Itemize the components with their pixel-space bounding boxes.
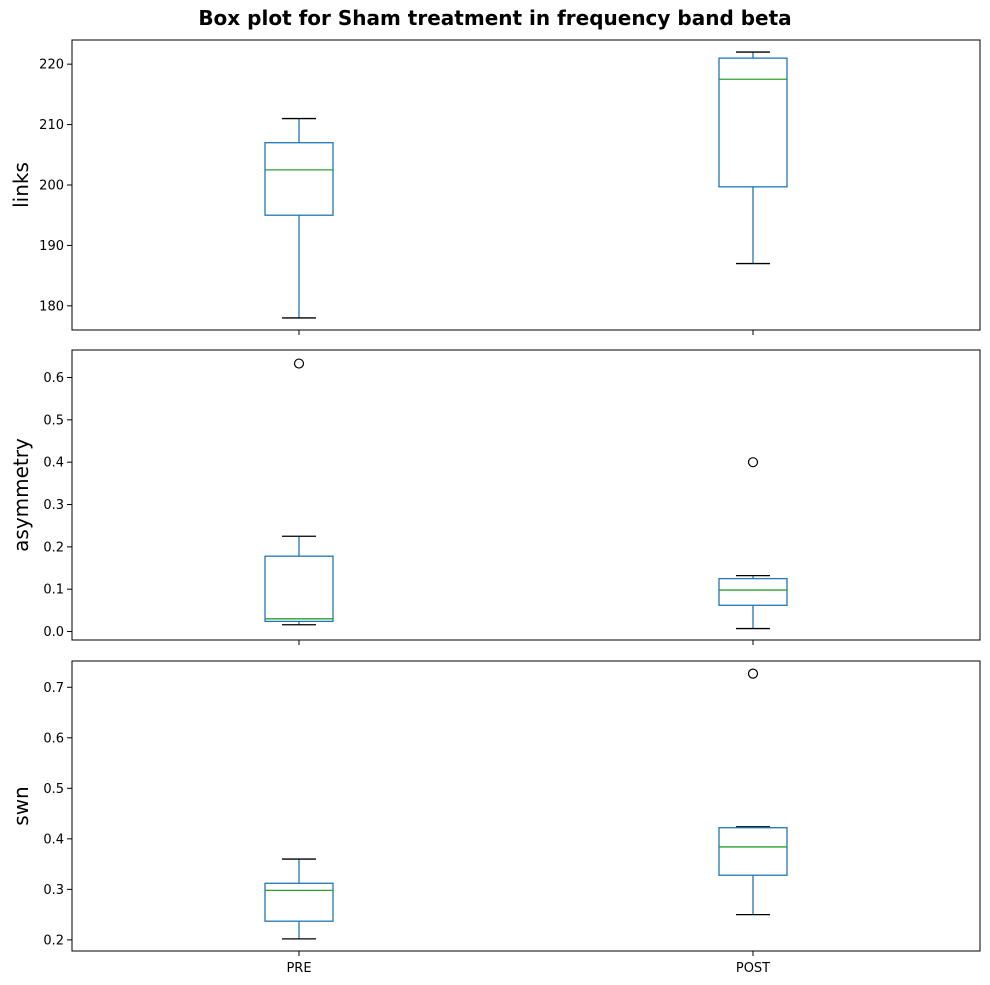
y-axis-label: asymmetry bbox=[9, 438, 33, 552]
y-tick-label: 210 bbox=[39, 118, 64, 133]
x-tick-label: PRE bbox=[286, 961, 311, 976]
panel-links: 180 190 200 210 220 links bbox=[9, 39, 981, 335]
y-tick-label: 0.1 bbox=[43, 583, 64, 598]
y-tick-label: 190 bbox=[39, 239, 64, 254]
x-tick-label: POST bbox=[736, 961, 770, 976]
y-tick-label: 0.4 bbox=[43, 456, 64, 471]
y-tick-label: 0.0 bbox=[43, 625, 64, 640]
y-tick-label: 0.3 bbox=[43, 883, 64, 898]
y-tick-label: 200 bbox=[39, 179, 64, 194]
box-post bbox=[718, 668, 788, 916]
outlier-point bbox=[293, 358, 305, 369]
iqr-box bbox=[264, 142, 334, 216]
box-pre bbox=[264, 358, 334, 626]
y-tick-label: 0.2 bbox=[43, 933, 64, 948]
panel-asymmetry: 0.0 0.1 0.2 0.3 0.4 0.5 0.6 asymmetry bbox=[9, 349, 981, 645]
y-tick-label: 0.6 bbox=[43, 371, 64, 386]
box-post bbox=[718, 457, 788, 630]
outlier-point bbox=[747, 668, 759, 679]
y-tick-label: 0.2 bbox=[43, 540, 64, 555]
iqr-box bbox=[264, 882, 334, 922]
iqr-box bbox=[718, 827, 788, 876]
axes-frame bbox=[71, 349, 981, 641]
y-tick-label: 0.7 bbox=[43, 681, 64, 696]
y-tick-label: 0.5 bbox=[43, 413, 64, 428]
y-tick-label: 180 bbox=[39, 299, 64, 314]
box-pre bbox=[264, 117, 334, 319]
y-tick-label: 0.6 bbox=[43, 731, 64, 746]
iqr-box bbox=[264, 555, 334, 623]
axes-frame bbox=[71, 39, 981, 331]
y-axis-label: links bbox=[9, 162, 33, 208]
y-axis-label: swn bbox=[9, 786, 33, 825]
y-tick-label: 220 bbox=[39, 58, 64, 73]
box-post bbox=[718, 51, 788, 265]
y-tick-label: 0.5 bbox=[43, 782, 64, 797]
iqr-box bbox=[718, 57, 788, 188]
box-pre bbox=[264, 858, 334, 940]
axes-frame bbox=[71, 660, 981, 952]
y-tick-label: 0.3 bbox=[43, 498, 64, 513]
y-tick-label: 0.4 bbox=[43, 832, 64, 847]
iqr-box bbox=[718, 577, 788, 606]
chart-title: Box plot for Sham treatment in frequency… bbox=[198, 6, 792, 30]
panel-swn: 0.2 0.3 0.4 0.5 0.6 0.7 swn PRE POST bbox=[9, 660, 981, 976]
outlier-point bbox=[747, 457, 759, 468]
